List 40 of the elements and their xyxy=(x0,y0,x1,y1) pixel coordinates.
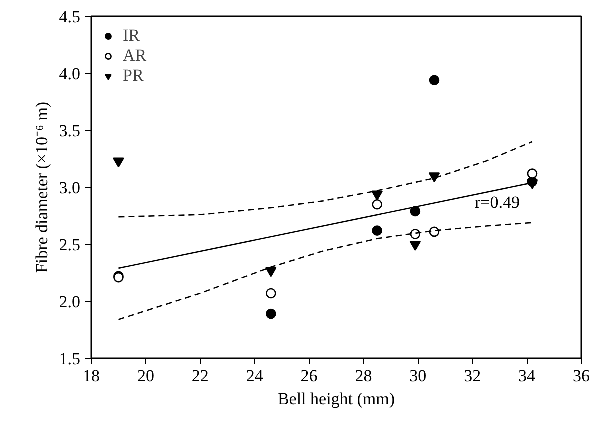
x-tick-label: 28 xyxy=(355,366,372,386)
line-series xyxy=(118,141,534,218)
legend-label: AR xyxy=(123,46,147,66)
point xyxy=(266,267,277,278)
x-tick-label: 32 xyxy=(464,366,482,386)
y-axis-title: Fibre diameter (×10⁻⁶ m) xyxy=(32,102,52,274)
x-tick-label: 36 xyxy=(573,366,590,386)
point xyxy=(372,226,382,236)
point xyxy=(410,206,421,217)
x-tick-label: 18 xyxy=(83,366,100,386)
x-tick-label: 20 xyxy=(137,366,154,386)
x-tick-label: 26 xyxy=(300,366,318,386)
y-tick-label: 2.0 xyxy=(59,292,80,312)
y-tick-label: 4.5 xyxy=(59,8,80,26)
line-series xyxy=(118,222,534,320)
point xyxy=(428,172,440,183)
y-tick-label: 2.5 xyxy=(59,236,80,254)
x-tick-label: 34 xyxy=(518,366,536,386)
point xyxy=(527,168,538,179)
y-tick-label: 3.0 xyxy=(59,178,80,198)
x-tick-label: 24 xyxy=(246,366,264,386)
point xyxy=(526,179,538,190)
legend-label: PR xyxy=(123,66,144,86)
point xyxy=(410,240,422,251)
y-tick-label: 4.0 xyxy=(59,64,80,84)
y-tick-label: 1.5 xyxy=(59,350,80,368)
x-tick-label: 22 xyxy=(192,366,209,386)
point xyxy=(372,190,383,201)
x-tick-label: 30 xyxy=(410,366,427,386)
x-axis-title: Bell height (mm) xyxy=(278,390,396,408)
point xyxy=(372,199,382,210)
point xyxy=(266,308,276,320)
point xyxy=(266,288,276,299)
y-tick-label: 3.5 xyxy=(59,122,80,140)
annotation: r=0.49 xyxy=(475,193,520,212)
point xyxy=(429,226,440,238)
point xyxy=(410,229,421,240)
point xyxy=(429,75,440,86)
point xyxy=(113,158,124,168)
legend-label: IR xyxy=(123,26,141,46)
